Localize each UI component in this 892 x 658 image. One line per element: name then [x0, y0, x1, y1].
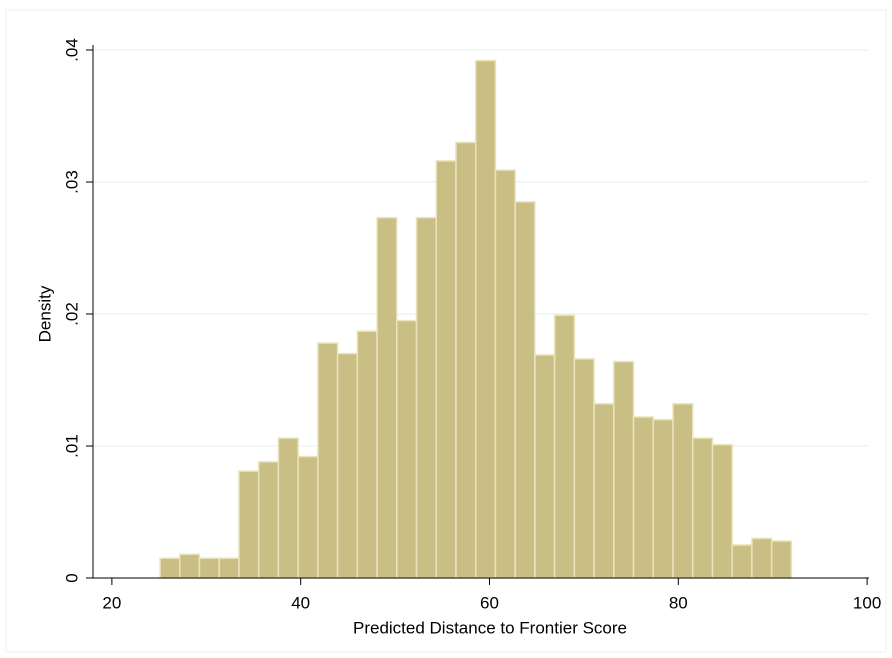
bar — [415, 216, 438, 579]
bar — [593, 403, 615, 579]
bar — [277, 437, 299, 579]
bar — [396, 319, 418, 579]
bar — [731, 544, 753, 579]
bar — [652, 418, 674, 579]
bar — [198, 557, 220, 579]
bar — [691, 437, 714, 579]
y-tick-label: .02 — [62, 302, 81, 326]
bar — [474, 59, 497, 579]
y-tick-label: 0 — [62, 573, 81, 582]
x-tick-label: 100 — [853, 593, 881, 612]
y-axis-label: Density — [35, 285, 54, 342]
bar — [179, 553, 201, 579]
bar — [494, 169, 516, 579]
bar — [336, 352, 359, 579]
bar — [159, 557, 181, 579]
bar — [534, 354, 556, 579]
bar — [356, 330, 378, 579]
bar — [770, 540, 793, 579]
x-tick-label: 20 — [102, 593, 121, 612]
x-axis-label: Predicted Distance to Frontier Score — [353, 618, 627, 637]
bar — [613, 360, 635, 579]
bar — [711, 443, 733, 579]
x-tick-label: 60 — [480, 593, 499, 612]
bar — [553, 314, 576, 579]
bar — [257, 461, 280, 579]
bar — [632, 416, 655, 579]
x-tick-label: 40 — [291, 593, 310, 612]
y-tick-label: .03 — [62, 170, 81, 194]
bar — [435, 160, 457, 579]
bar — [514, 201, 536, 579]
y-tick-label: .04 — [62, 38, 81, 62]
bar — [317, 342, 339, 579]
bar — [218, 557, 240, 579]
bar — [672, 403, 694, 579]
bar — [297, 455, 319, 579]
bar — [455, 141, 477, 579]
bar — [751, 537, 773, 579]
bar — [573, 358, 595, 579]
x-tick-label: 80 — [669, 593, 688, 612]
bar — [238, 470, 260, 579]
y-tick-label: .01 — [62, 434, 81, 458]
bar — [376, 216, 398, 579]
